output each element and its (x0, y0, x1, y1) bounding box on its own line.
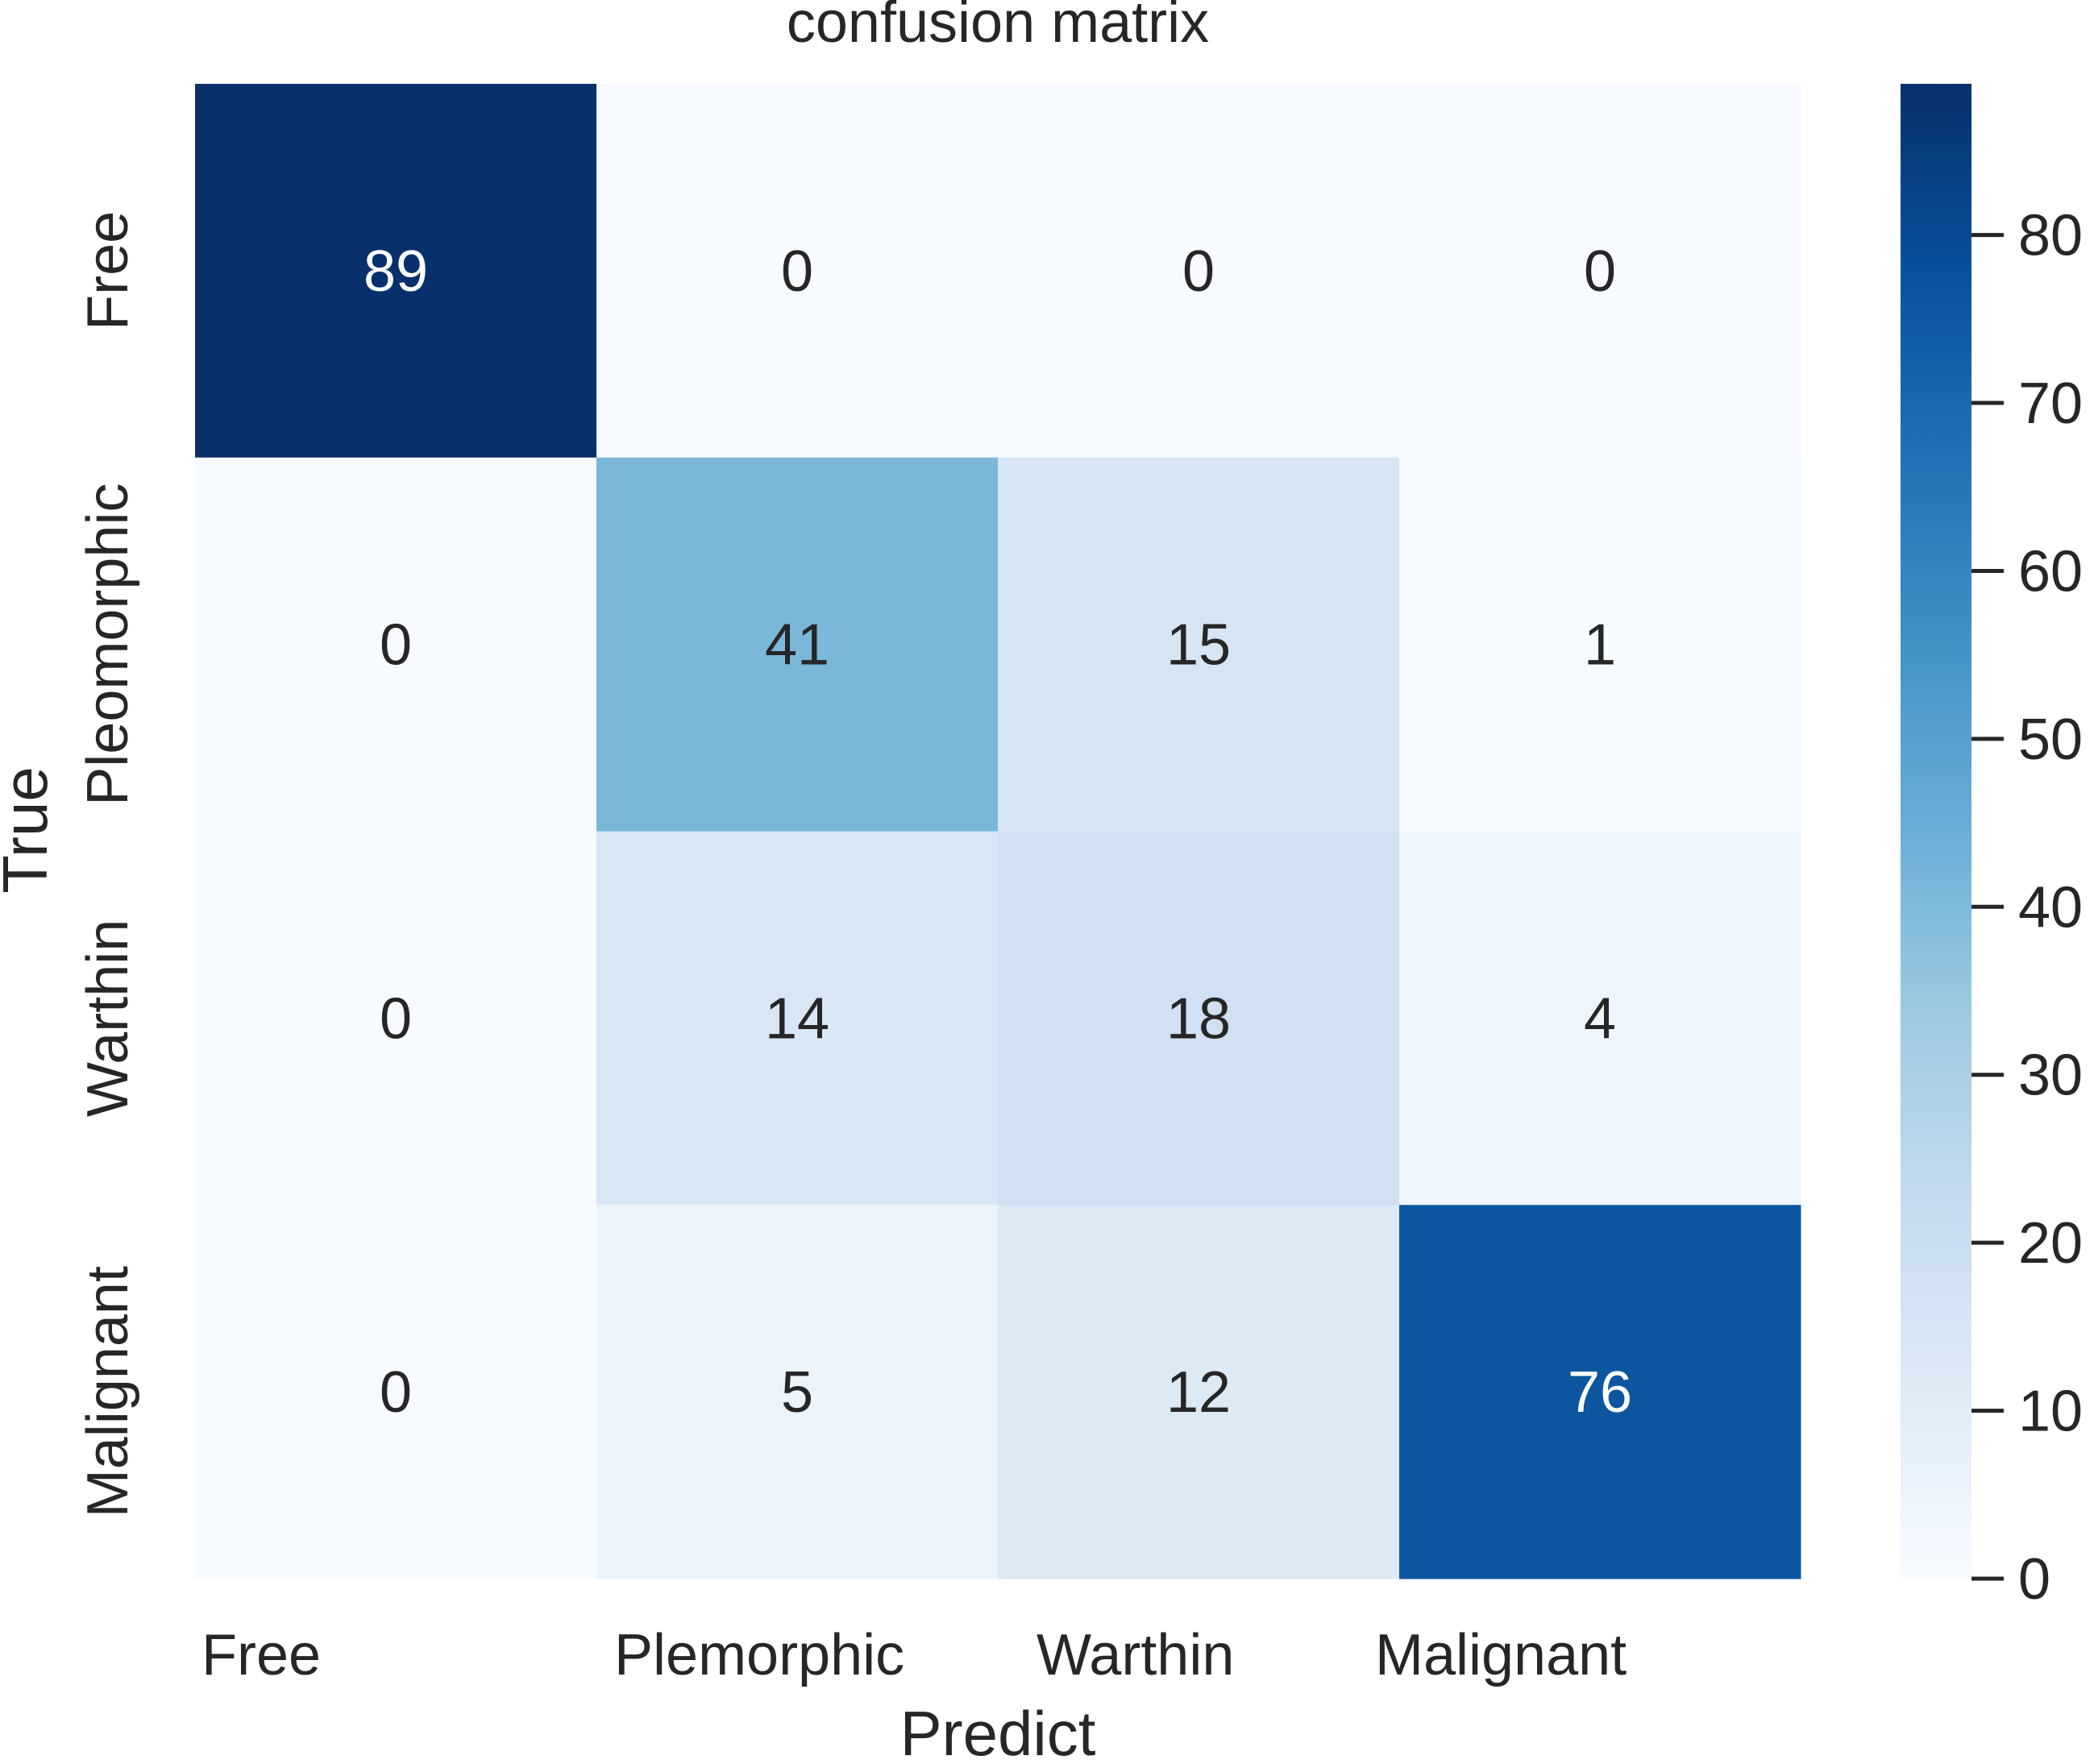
heatmap-cell-labels: 89 0 0 00 41 15 10 14 18 40 5 12 76 (364, 239, 1632, 1425)
colorbar-tick-label: 20 (2018, 1211, 2083, 1276)
heatmap-cell-value: 15 (1166, 613, 1231, 678)
heatmap-cell (195, 84, 597, 459)
heatmap-cell (596, 84, 999, 459)
heatmap-cell-value: 0 (380, 986, 412, 1051)
heatmap-cell (1399, 457, 1801, 832)
x-tick-label: Warthin (1037, 1623, 1234, 1687)
x-tick-label: Malignant (1375, 1623, 1627, 1687)
heatmap-cell (1399, 1205, 1801, 1579)
colorbar-tick-label: 70 (2018, 371, 2083, 436)
heatmap-cell-value: 41 (765, 613, 829, 678)
x-tick-labels: Free Plemorphic Warthin Malignant (202, 1623, 1627, 1687)
heatmap-cell (195, 457, 597, 832)
heatmap-cell-value: 0 (1584, 239, 1616, 304)
heatmap-cell-value: 89 (364, 239, 428, 304)
heatmap-cell-value: 18 (1166, 986, 1231, 1051)
y-tick-label: Free (76, 211, 140, 330)
heatmap-cell (596, 831, 999, 1206)
y-axis-label: True (0, 766, 60, 894)
colorbar-ticks: 0 10 20 30 40 50 60 70 80 (1971, 204, 2083, 1612)
heatmap-cell (1399, 84, 1801, 459)
heatmap-cell (195, 831, 597, 1206)
heatmap-cell (998, 84, 1400, 459)
heatmap-cell-value: 0 (380, 613, 412, 678)
colorbar-tick-label: 0 (2018, 1547, 2050, 1612)
heatmap-cell (596, 457, 999, 832)
heatmap-cell (998, 1205, 1400, 1579)
heatmap-cell (998, 457, 1400, 832)
heatmap-cell (1399, 831, 1801, 1206)
colorbar-tick-label: 40 (2018, 875, 2083, 940)
heatmap-cell-value: 4 (1584, 986, 1616, 1051)
x-tick-label: Plemorphic (614, 1623, 904, 1687)
x-axis-label: Predict (900, 1698, 1096, 1760)
colorbar-tick-label: 80 (2018, 204, 2083, 268)
y-tick-label: Malignant (76, 1266, 140, 1517)
x-tick-label: Free (202, 1623, 321, 1687)
heatmap-cell-value: 0 (380, 1360, 412, 1425)
heatmap-cell-value: 12 (1166, 1360, 1231, 1425)
colorbar (1901, 84, 1971, 1579)
heatmap-cell-value: 0 (781, 239, 813, 304)
heatmap-cell-value: 14 (765, 986, 829, 1051)
heatmap-cell (596, 1205, 999, 1579)
colorbar-tick-label: 60 (2018, 539, 2083, 604)
colorbar-tick-label: 50 (2018, 708, 2083, 772)
heatmap-cell-value: 5 (781, 1360, 813, 1425)
y-tick-label: Warthin (76, 919, 140, 1117)
y-tick-labels: Free Pleomorphic Warthin Malignant (76, 211, 140, 1517)
heatmap-cell-value: 76 (1568, 1360, 1632, 1425)
heatmap-cell-value: 0 (1182, 239, 1215, 304)
heatmap-cell (998, 831, 1400, 1206)
colorbar-tick-label: 30 (2018, 1044, 2083, 1108)
colorbar-tick-label: 10 (2018, 1380, 2083, 1444)
chart-title: confusion matrix (787, 0, 1209, 55)
heatmap-cell-value: 1 (1584, 613, 1616, 678)
heatmap-cells (195, 84, 1801, 1579)
y-tick-label: Pleomorphic (76, 484, 140, 806)
heatmap-cell (195, 1205, 597, 1579)
